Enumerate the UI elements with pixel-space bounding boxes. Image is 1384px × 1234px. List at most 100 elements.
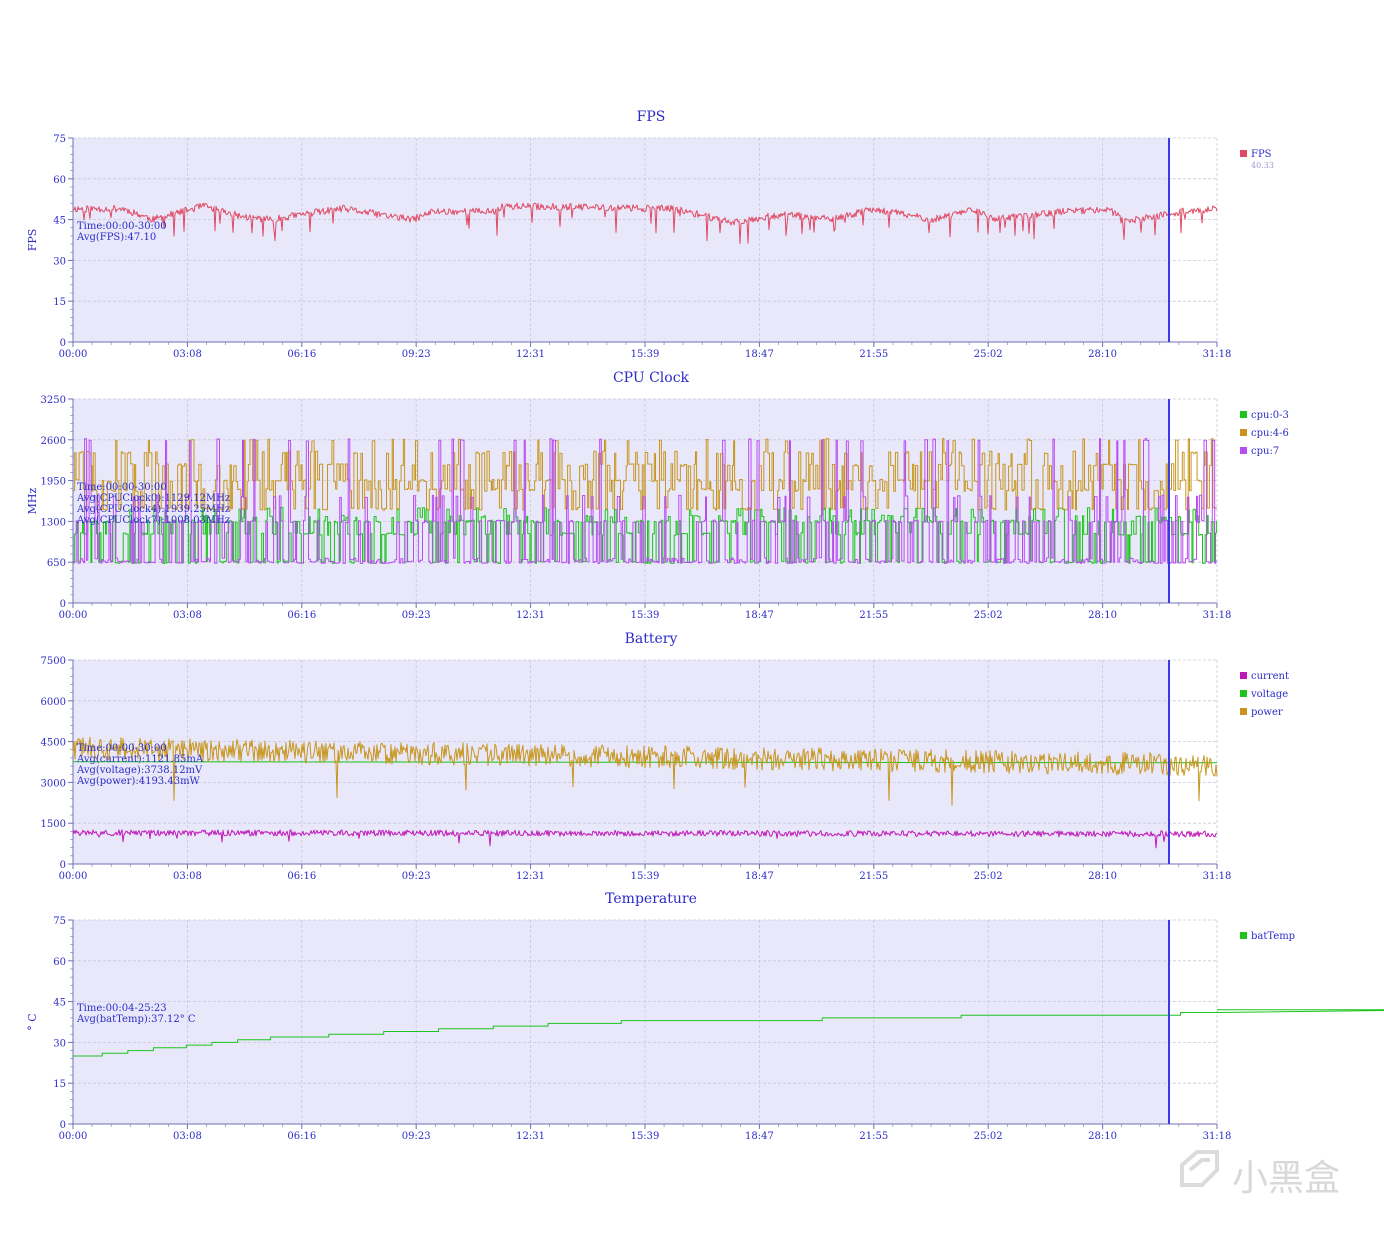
x-tick-label: 18:47 (745, 610, 774, 621)
x-tick-label: 28:10 (1088, 610, 1117, 621)
x-tick-label: 03:08 (173, 610, 202, 621)
y-tick-label: 45 (53, 216, 66, 227)
legend-label: cpu:4-6 (1251, 428, 1289, 439)
watermark-text: 小黑盒 (1232, 1158, 1340, 1199)
legend-swatch (1240, 690, 1247, 697)
y-tick-label: 30 (53, 1038, 66, 1049)
x-tick-label: 18:47 (745, 871, 774, 882)
x-tick-label: 31:18 (1203, 871, 1232, 882)
y-tick-label: 0 (60, 860, 66, 871)
legend-label: cpu:7 (1251, 446, 1279, 457)
y-tick-label: 75 (53, 134, 66, 145)
summary-annotation: Time:00:04-25:23 (77, 1003, 167, 1014)
series-line-FPS (72, 202, 1218, 245)
summary-annotation: Time:00:00-30:00 (77, 482, 167, 493)
legend-swatch (1240, 708, 1247, 715)
summary-annotation: Avg(CPUClock7):1008.03MHz (76, 515, 230, 526)
summary-annotation: Avg(voltage):3738.12mV (76, 765, 203, 776)
x-tick-label: 03:08 (173, 349, 202, 360)
x-tick-label: 15:39 (631, 871, 660, 882)
y-tick-label: 1500 (41, 819, 66, 830)
x-tick-label: 09:23 (402, 349, 431, 360)
x-tick-label: 25:02 (974, 1131, 1003, 1142)
chart-temperature: Temperature 0 15 30 45 60 75 00:00 03:08 06:16 09:… (26, 891, 1384, 1142)
x-tick-label: 12:31 (516, 349, 545, 360)
legend-label: cpu:0-3 (1251, 410, 1289, 421)
series-line-cpu-4-6 (73, 438, 1217, 511)
x-tick-label: 00:00 (59, 871, 88, 882)
summary-annotation: Avg(current):1121.85mA (76, 754, 204, 765)
summary-annotation: Avg(CPUClock0):1129.12MHz (76, 493, 230, 504)
x-tick-label: 12:31 (516, 610, 545, 621)
x-tick-label: 15:39 (631, 1131, 660, 1142)
y-tick-label: 45 (53, 998, 66, 1009)
y-axis-label: ° C (26, 1013, 39, 1030)
chart-title: FPS (637, 109, 666, 125)
x-tick-label: 21:55 (859, 349, 888, 360)
legend-label: voltage (1250, 689, 1288, 700)
x-tick-label: 21:55 (859, 871, 888, 882)
x-tick-label: 09:23 (402, 610, 431, 621)
chart-battery: Battery 0 1500 3000 4500 6000 7500 00:00 03:08 06… (41, 631, 1289, 882)
y-tick-label: 3250 (41, 395, 66, 406)
y-tick-label: 60 (53, 957, 66, 968)
y-tick-label: 1950 (41, 477, 66, 488)
chart-fps: FPS 0 15 30 45 60 75 00:00 03:08 06:16 09:23 12:31 1… (26, 109, 1274, 360)
x-tick-label: 06:16 (287, 349, 316, 360)
legend-label: FPS (1251, 149, 1272, 160)
y-tick-label: 1300 (41, 517, 66, 528)
x-tick-label: 21:55 (859, 610, 888, 621)
y-tick-label: 4500 (41, 738, 66, 749)
x-tick-label: 31:18 (1203, 349, 1232, 360)
y-tick-label: 3000 (41, 778, 66, 789)
y-axis-label: FPS (26, 229, 39, 252)
x-tick-label: 15:39 (631, 349, 660, 360)
x-tick-label: 06:16 (287, 871, 316, 882)
y-tick-label: 2600 (41, 436, 66, 447)
x-tick-label: 25:02 (974, 610, 1003, 621)
series-line-cpu-7 (73, 438, 1217, 564)
legend-swatch (1240, 150, 1247, 157)
x-tick-label: 21:55 (859, 1131, 888, 1142)
x-tick-label: 28:10 (1088, 871, 1117, 882)
y-tick-label: 0 (60, 599, 66, 610)
summary-annotation: Avg(power):4193.43mW (76, 776, 201, 787)
selected-range (73, 138, 1169, 342)
legend-swatch (1240, 932, 1247, 939)
y-tick-label: 650 (47, 558, 66, 569)
y-tick-label: 6000 (41, 697, 66, 708)
x-tick-label: 00:00 (59, 349, 88, 360)
x-tick-label: 00:00 (59, 1131, 88, 1142)
summary-annotation: Avg(batTemp):37.12° C (76, 1014, 196, 1025)
chart-cpu-clock: CPU Clock 0 650 1300 1950 2600 3250 00:00 03:08 0… (26, 370, 1289, 621)
x-tick-label: 06:16 (287, 1131, 316, 1142)
x-tick-label: 00:00 (59, 610, 88, 621)
summary-annotation: Time:00:00-30:00 (77, 743, 167, 754)
y-tick-label: 15 (53, 1079, 66, 1090)
summary-annotation: Time:00:00-30:00 (77, 221, 167, 232)
summary-annotation: Avg(CPUClock4):1939.25MHz (76, 504, 230, 515)
legend-swatch (1240, 429, 1247, 436)
x-tick-label: 28:10 (1088, 349, 1117, 360)
x-tick-label: 03:08 (173, 1131, 202, 1142)
series-line-power (72, 736, 1218, 806)
chart-title: CPU Clock (613, 370, 690, 386)
x-tick-label: 18:47 (745, 1131, 774, 1142)
x-tick-label: 18:47 (745, 349, 774, 360)
x-tick-label: 12:31 (516, 1131, 545, 1142)
summary-annotation: Avg(FPS):47.10 (76, 232, 156, 243)
legend-label: current (1251, 671, 1289, 682)
chart-title: Battery (625, 631, 678, 647)
x-tick-label: 31:18 (1203, 610, 1232, 621)
y-tick-label: 7500 (41, 656, 66, 667)
y-tick-label: 0 (60, 338, 66, 349)
x-tick-label: 25:02 (974, 349, 1003, 360)
legend-label: batTemp (1251, 931, 1295, 942)
x-tick-label: 06:16 (287, 610, 316, 621)
legend-current-value: 40.33 (1251, 161, 1274, 170)
y-tick-label: 30 (53, 256, 66, 267)
y-tick-label: 60 (53, 175, 66, 186)
chart-title: Temperature (605, 891, 697, 907)
x-tick-label: 31:18 (1203, 1131, 1232, 1142)
x-tick-label: 09:23 (402, 1131, 431, 1142)
